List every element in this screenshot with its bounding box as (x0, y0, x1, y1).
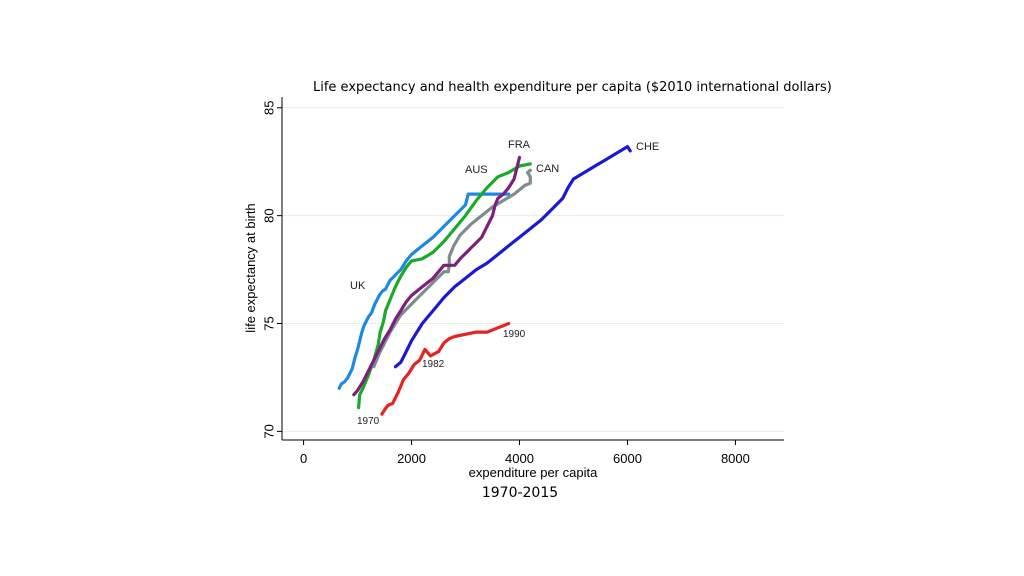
series-label-che: CHE (636, 141, 659, 153)
x-tick-label: 4000 (505, 451, 534, 466)
gridlines (282, 107, 784, 432)
x-tick-label: 2000 (397, 451, 426, 466)
y-tick-label: 70 (261, 424, 276, 438)
series-label-can: CAN (536, 163, 559, 175)
period-caption: 1970-2015 (481, 485, 559, 501)
x-axis-title: expenditure per capita (469, 465, 598, 480)
series-line-fra (352, 155, 522, 397)
x-tick-label: 6000 (613, 451, 642, 466)
series-line-unlabeled-5 (380, 321, 511, 416)
series-label-fra: FRA (508, 139, 531, 151)
y-tick-label: 80 (261, 208, 276, 222)
year-label-1970: 1970 (357, 416, 380, 427)
series-line-uk (337, 192, 511, 390)
axis-ticks: 70 75 80 85 0 2000 4000 6000 8000 (261, 101, 749, 466)
year-label-1990: 1990 (503, 329, 526, 340)
series-label-aus: AUS (465, 164, 488, 176)
axes (281, 97, 784, 441)
x-tick-label: 0 (300, 451, 307, 466)
series-line-che (393, 145, 632, 369)
year-label-1982: 1982 (422, 359, 445, 370)
series-label-uk: UK (350, 280, 366, 292)
x-tick-label: 8000 (721, 451, 750, 466)
y-axis-title: life expectancy at birth (243, 203, 258, 332)
series-line-can (372, 168, 532, 369)
chart-title: Life expectancy and health expenditure p… (313, 80, 832, 95)
y-tick-label: 75 (261, 316, 276, 330)
series-lines (337, 145, 632, 416)
y-tick-label: 85 (261, 101, 276, 115)
